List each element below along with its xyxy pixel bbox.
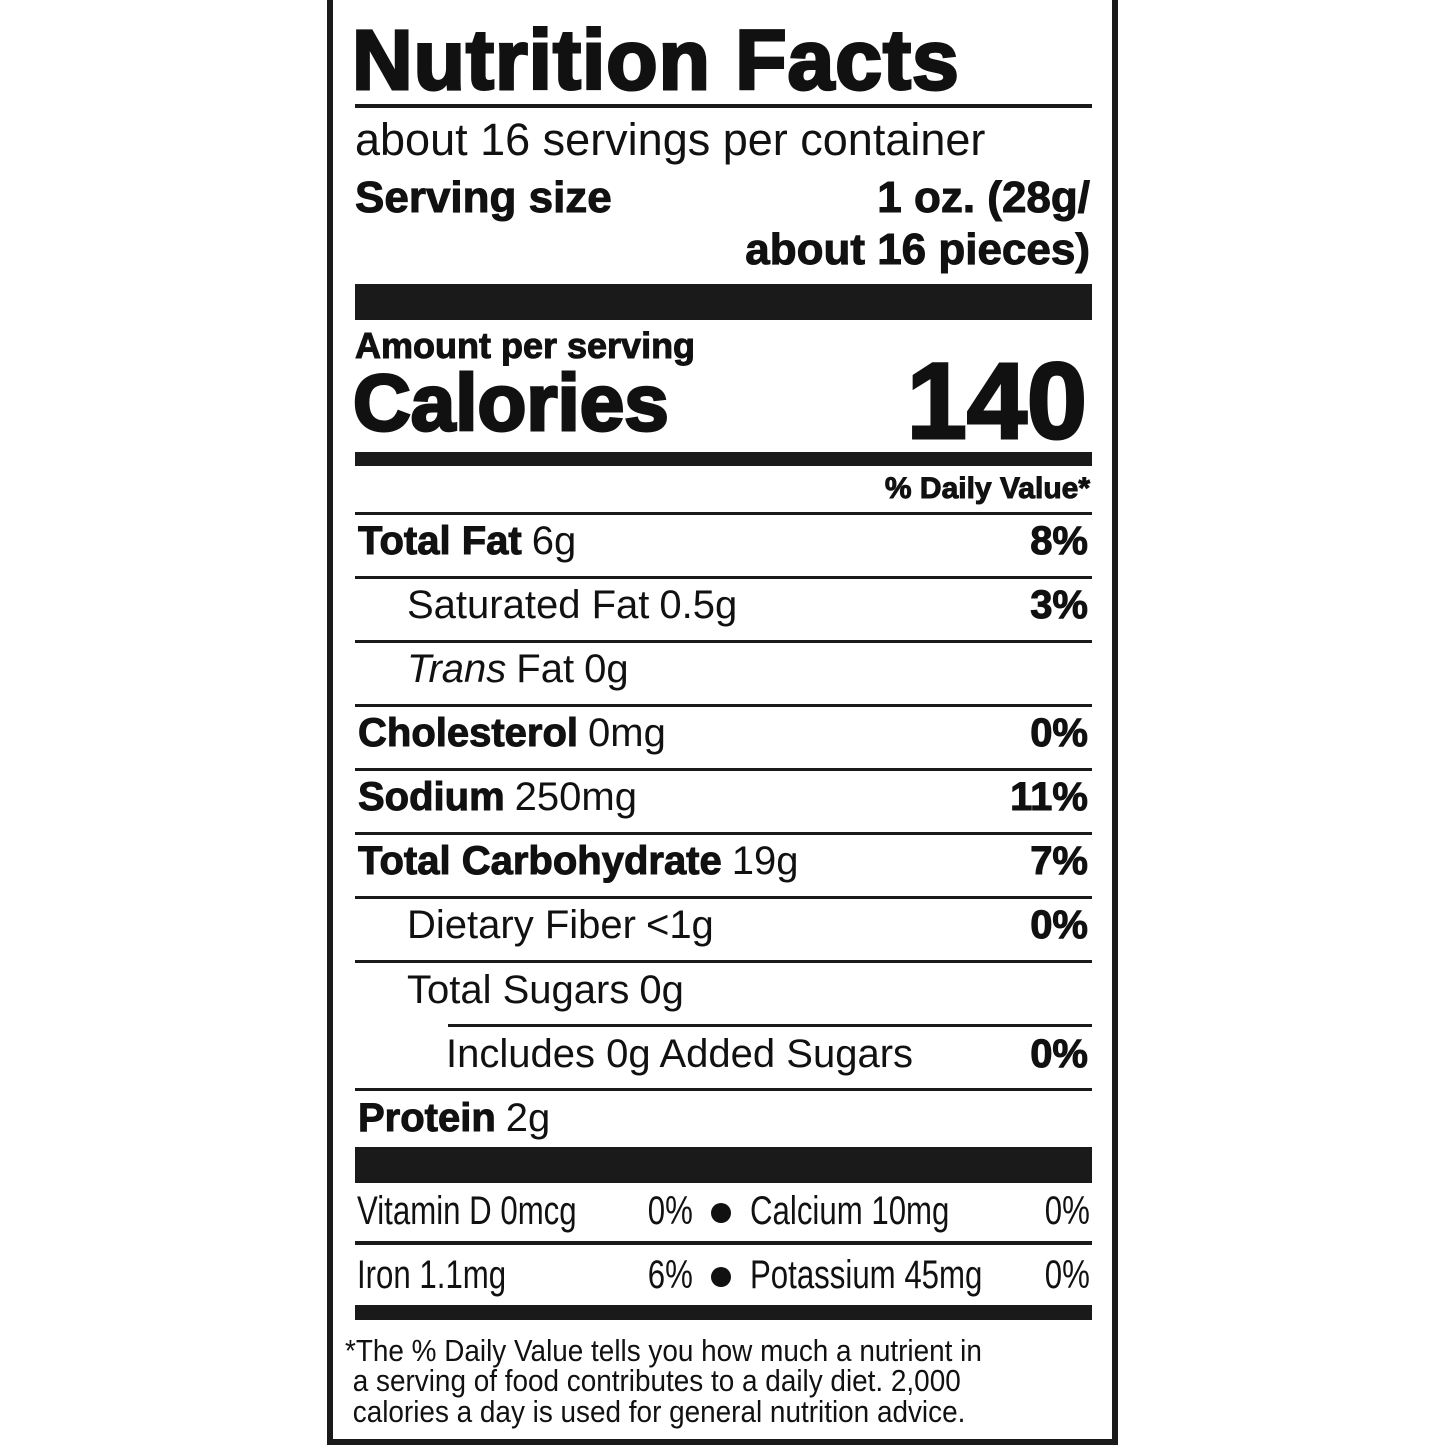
servings-per-container: about 16 servings per container — [355, 114, 986, 165]
nutrient-dv: 3% — [1030, 582, 1089, 627]
micronutrient-dv: 0% — [647, 1189, 693, 1233]
nutrient-name: Dietary Fiber — [407, 902, 636, 947]
divider — [355, 1305, 1092, 1320]
divider — [355, 512, 1092, 515]
nutrient-dv: 0% — [1030, 1031, 1089, 1076]
micronutrient-dv: 0% — [1044, 1253, 1090, 1297]
nutrient-dv: 0% — [1030, 710, 1089, 755]
divider — [355, 640, 1092, 643]
nutrient-amount: 0.5g — [659, 582, 738, 627]
thick-divider — [355, 1147, 1092, 1183]
thick-divider — [355, 284, 1092, 320]
nutrient-dv: 0% — [1030, 902, 1089, 947]
micronutrient-name: Iron 1.1mg — [357, 1253, 507, 1297]
nutrient-amount: 0g — [584, 646, 629, 691]
nutrient-name: Saturated Fat — [407, 582, 650, 627]
serving-size-value: 1 oz. (28g/ — [877, 173, 1091, 223]
serving-size-label: Serving size — [355, 173, 613, 223]
nutrient-name: Total Fat — [358, 518, 523, 563]
label-title: Nutrition Facts — [351, 12, 961, 109]
nutrient-dv: 8% — [1030, 518, 1089, 563]
divider — [355, 704, 1092, 707]
calories-label: Calories — [352, 357, 671, 449]
nutrient-amount: 2g — [505, 1095, 551, 1140]
nutrient-name: Fat — [516, 646, 575, 691]
divider — [355, 104, 1092, 108]
divider — [448, 1024, 1092, 1027]
divider — [355, 832, 1092, 835]
nutrient-name: Includes 0g Added Sugars — [446, 1031, 914, 1076]
nutrient-row-total-fat: Total Fat 6g 8% — [355, 509, 1092, 573]
micronutrient-dv: 0% — [1044, 1189, 1090, 1233]
divider — [355, 1241, 1092, 1245]
nutrient-name: Protein — [358, 1095, 497, 1140]
nutrient-amount: <1g — [645, 902, 714, 947]
nutrient-amount: 6g — [531, 518, 577, 563]
nutrient-row-sodium: Sodium 250mg 11% — [355, 765, 1092, 829]
divider — [355, 576, 1092, 579]
micronutrient-name: Calcium 10mg — [750, 1189, 950, 1233]
footnote-line: *The % Daily Value tells you how much a … — [345, 1333, 982, 1368]
nutrient-name: Cholesterol — [357, 710, 579, 755]
nutrient-dv: 7% — [1030, 838, 1089, 883]
footnote-line: calories a day is used for general nutri… — [345, 1394, 966, 1429]
bullet-icon — [711, 1267, 731, 1287]
daily-value-header: % Daily Value* — [884, 472, 1090, 506]
nutrient-name: Sodium — [358, 774, 506, 819]
nutrient-row-total-carbohydrate: Total Carbohydrate 19g 7% — [355, 829, 1092, 893]
micronutrient-dv: 6% — [647, 1253, 693, 1297]
nutrient-row-total-sugars: Total Sugars 0g — [355, 958, 1092, 1022]
nutrient-row-dietary-fiber: Dietary Fiber <1g 0% — [355, 893, 1092, 957]
nutrient-row-trans-fat: Trans Fat 0g — [355, 637, 1092, 701]
divider — [355, 768, 1092, 771]
micronutrient-name: Vitamin D 0mcg — [357, 1189, 577, 1233]
micronutrient-name: Potassium 45mg — [750, 1253, 983, 1297]
bullet-icon — [711, 1203, 731, 1223]
nutrient-row-protein: Protein 2g — [355, 1086, 1092, 1150]
nutrient-row-added-sugars: Includes 0g Added Sugars 0% — [355, 1022, 1092, 1086]
nutrient-name: Total Carbohydrate — [358, 838, 723, 883]
serving-size-value-2: about 16 pieces) — [745, 225, 1091, 275]
calories-value: 140 — [905, 339, 1088, 463]
nutrient-name-italic: Trans — [407, 646, 507, 691]
nutrient-name: Total Sugars — [407, 967, 630, 1012]
nutrient-row-cholesterol: Cholesterol 0mg 0% — [355, 701, 1092, 765]
divider — [355, 896, 1092, 899]
nutrient-dv: 11% — [1010, 774, 1089, 819]
nutrient-amount: 0mg — [588, 710, 666, 755]
divider — [355, 960, 1092, 963]
footnote-line: a serving of food contributes to a daily… — [345, 1363, 961, 1398]
divider — [355, 452, 1092, 466]
amount-per-serving: Amount per serving — [354, 325, 696, 367]
nutrient-amount: 19g — [731, 838, 799, 883]
divider — [355, 1088, 1092, 1091]
nutrient-amount: 250mg — [514, 774, 637, 819]
nutrient-amount: 0g — [639, 967, 684, 1012]
nutrient-row-saturated-fat: Saturated Fat 0.5g 3% — [355, 573, 1092, 637]
